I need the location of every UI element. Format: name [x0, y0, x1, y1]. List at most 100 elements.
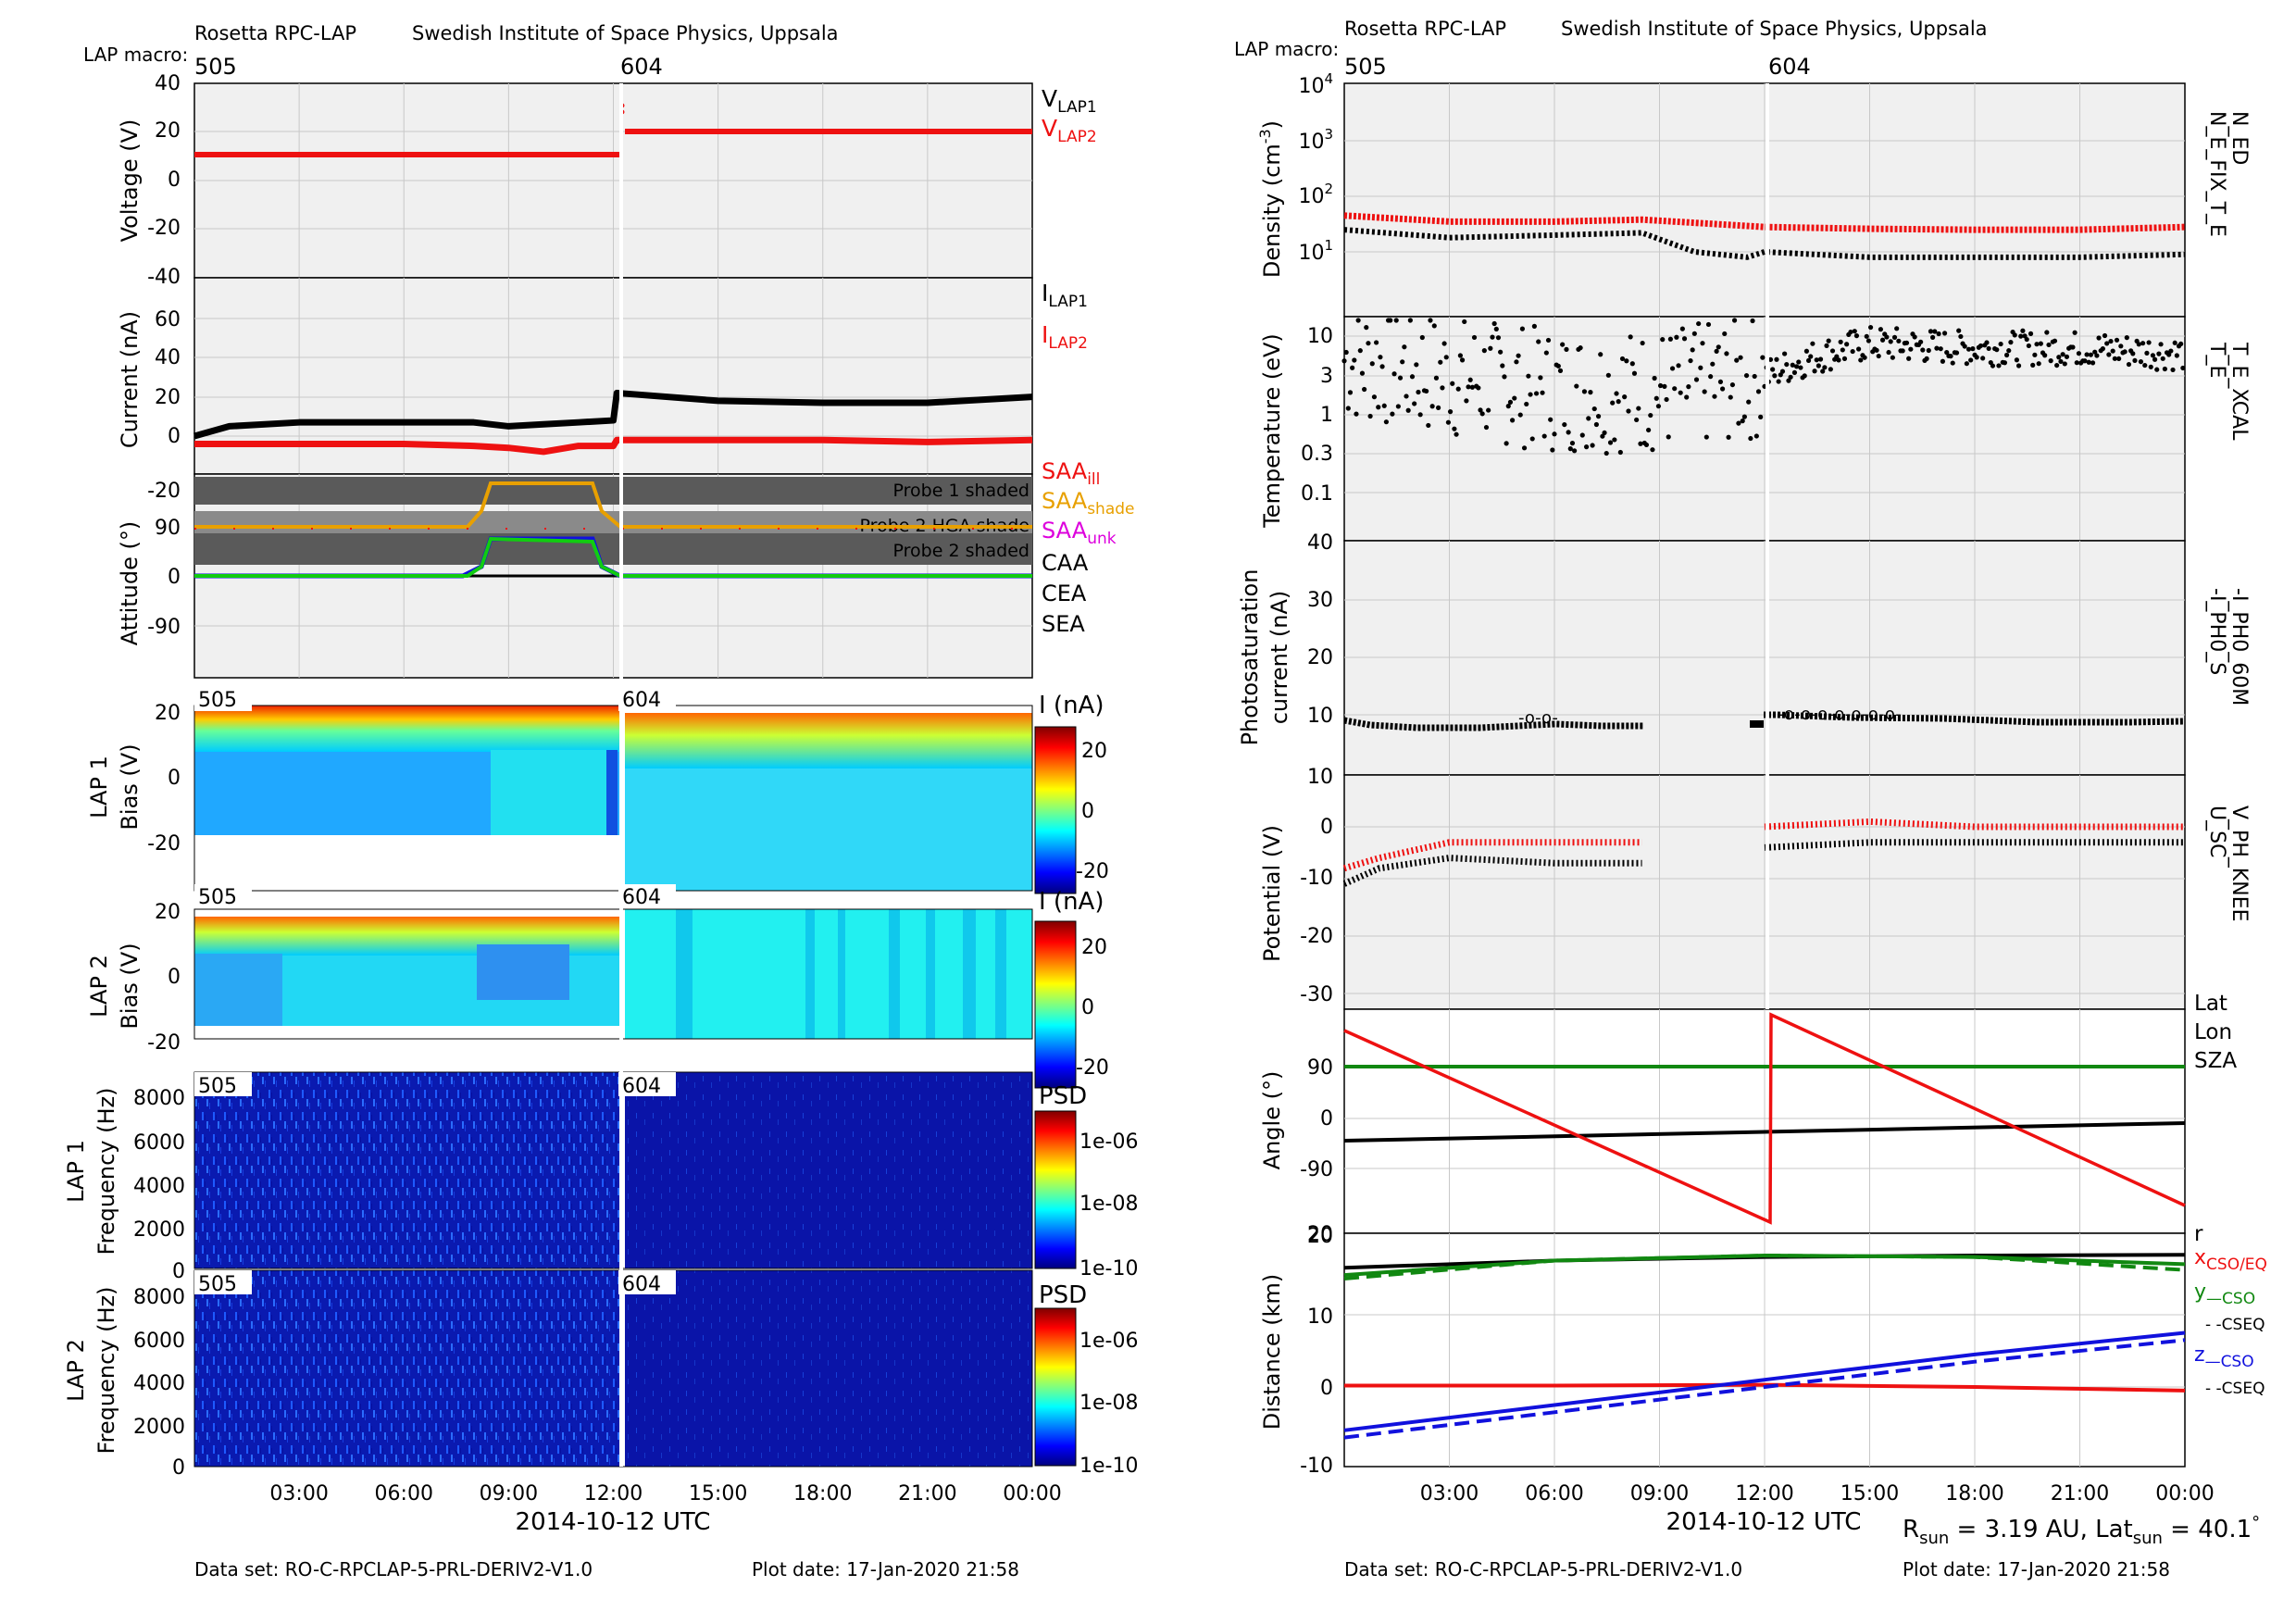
te-point — [2048, 358, 2053, 364]
voltage-ylabel: Voltage (V) — [117, 119, 143, 243]
lap2-bias-tick-0: 20 — [155, 901, 181, 924]
density-tick-3: 101 — [1298, 237, 1333, 265]
te-point — [1728, 394, 1733, 400]
te-point — [1404, 394, 1409, 399]
right-macro-a: 505 — [1344, 54, 1387, 80]
te-point — [1578, 345, 1583, 351]
density-tick-1: 103 — [1298, 126, 1333, 154]
current-tick-3: 0 — [168, 425, 181, 448]
stripe — [926, 909, 935, 1039]
te-point — [1417, 412, 1423, 418]
right-macro-b: 604 — [1768, 54, 1811, 80]
te-point — [1908, 346, 1914, 352]
lap1-bias-macro-a: 505 — [198, 689, 237, 712]
lap2-freq-macro-b: 604 — [622, 1273, 661, 1296]
te-point — [1416, 389, 1421, 395]
lap2-bias-cbar-tick-2: -20 — [1076, 1056, 1109, 1080]
te-point — [1405, 407, 1411, 413]
current-panel: 60 40 20 0 Current (nA) ILAP1 ILAP2 — [117, 277, 1088, 475]
current-tick-2: 20 — [155, 386, 181, 409]
te-point — [1540, 390, 1545, 395]
te-point — [1362, 386, 1367, 393]
photo-tick-0: 40 — [1307, 531, 1333, 555]
te-point — [2180, 365, 2186, 371]
temperature-panel: 10 3 1 0.3 0.1 Temperature (eV) T_E_XCAL… — [1259, 316, 2251, 542]
te-point — [1359, 370, 1366, 376]
svg-text:102: 102 — [1298, 181, 1333, 208]
te-point — [2008, 340, 2014, 345]
te-point — [1521, 445, 1528, 451]
te-point — [1705, 321, 1712, 328]
lap2-freq-tick-4: 0 — [172, 1456, 185, 1480]
v-lap2-legend: VLAP2 — [1042, 115, 1097, 146]
te-point — [1574, 383, 1579, 389]
lap1-freq-macro-a-bg — [194, 1072, 252, 1096]
te-point — [1524, 401, 1529, 407]
te-point — [1395, 404, 1401, 409]
te-point — [1958, 333, 1964, 340]
te-point — [1886, 349, 1891, 356]
te-point — [2108, 338, 2114, 344]
te-point — [2140, 341, 2146, 346]
te-point — [1588, 390, 1593, 395]
lap1-freq-colorbar — [1034, 1110, 1077, 1269]
lap2-bias-macro-a: 505 — [198, 886, 237, 909]
dist-legend-y-cseq: - -CSEQ — [2205, 1316, 2265, 1334]
angle-tick-2: -90 — [1300, 1158, 1333, 1181]
te-point — [1840, 347, 1845, 353]
lap2-bias-ylabel2: Bias (V) — [117, 943, 143, 1029]
right-plot-date: Plot date: 17-Jan-2020 21:58 — [1903, 1558, 2170, 1580]
te-point — [1788, 374, 1793, 380]
iph0-60m-marker-2: -o-o-o-o-o-o-o- — [1778, 705, 1902, 724]
te-point — [2082, 358, 2088, 364]
te-point — [1583, 444, 1590, 450]
temp-tick-3: 0.3 — [1301, 443, 1333, 466]
temperature-grid — [1344, 317, 2185, 541]
lap2-bias-tick-1: 0 — [168, 966, 181, 989]
te-point — [1717, 379, 1724, 385]
te-point — [1790, 362, 1795, 368]
te-point — [1347, 390, 1354, 395]
te-point — [2096, 335, 2102, 341]
te-point — [1906, 356, 1912, 361]
te-point — [2124, 335, 2129, 341]
temp-legend-te: T_E — [2205, 342, 2228, 378]
te-point — [1774, 356, 1779, 362]
te-point — [1796, 359, 1802, 365]
te-point — [1784, 361, 1790, 368]
te-point — [1490, 334, 1495, 340]
te-point — [1433, 375, 1440, 381]
te-point — [1593, 421, 1599, 428]
te-point — [1478, 407, 1483, 413]
te-point — [2072, 330, 2078, 335]
te-point — [1912, 334, 1917, 340]
te-point — [1998, 341, 2003, 347]
left-macro-a: 505 — [194, 54, 237, 80]
te-point — [1679, 326, 1685, 331]
te-point — [2156, 351, 2162, 356]
te-point — [1483, 424, 1490, 431]
te-point — [1841, 356, 1848, 361]
dist-x-line — [1344, 1382, 2186, 1393]
lap2-freq-macro-a-bg — [194, 1270, 252, 1294]
te-point — [1652, 375, 1657, 381]
angle-tick-0: 90 — [1307, 1056, 1333, 1080]
te-point — [2110, 348, 2115, 354]
te-point — [2062, 361, 2067, 367]
te-point — [1734, 357, 1740, 363]
te-point — [1550, 447, 1555, 453]
te-point — [1341, 358, 1347, 364]
te-point — [1581, 389, 1588, 394]
density-legend-nefix: N_E_FIX_T_E — [2205, 111, 2228, 237]
te-point — [2054, 362, 2060, 369]
dist-legend-y: y—CSO — [2194, 1280, 2255, 1308]
right-institute-title: Swedish Institute of Space Physics, Upps… — [1561, 18, 1988, 40]
pot-tick-4: -30 — [1300, 983, 1333, 1006]
te-point — [1469, 384, 1475, 390]
te-point — [1798, 365, 1803, 370]
te-point — [1646, 427, 1652, 433]
te-point — [2146, 340, 2152, 345]
te-point — [1447, 409, 1454, 415]
te-point — [1464, 398, 1469, 404]
te-point — [1956, 328, 1962, 333]
